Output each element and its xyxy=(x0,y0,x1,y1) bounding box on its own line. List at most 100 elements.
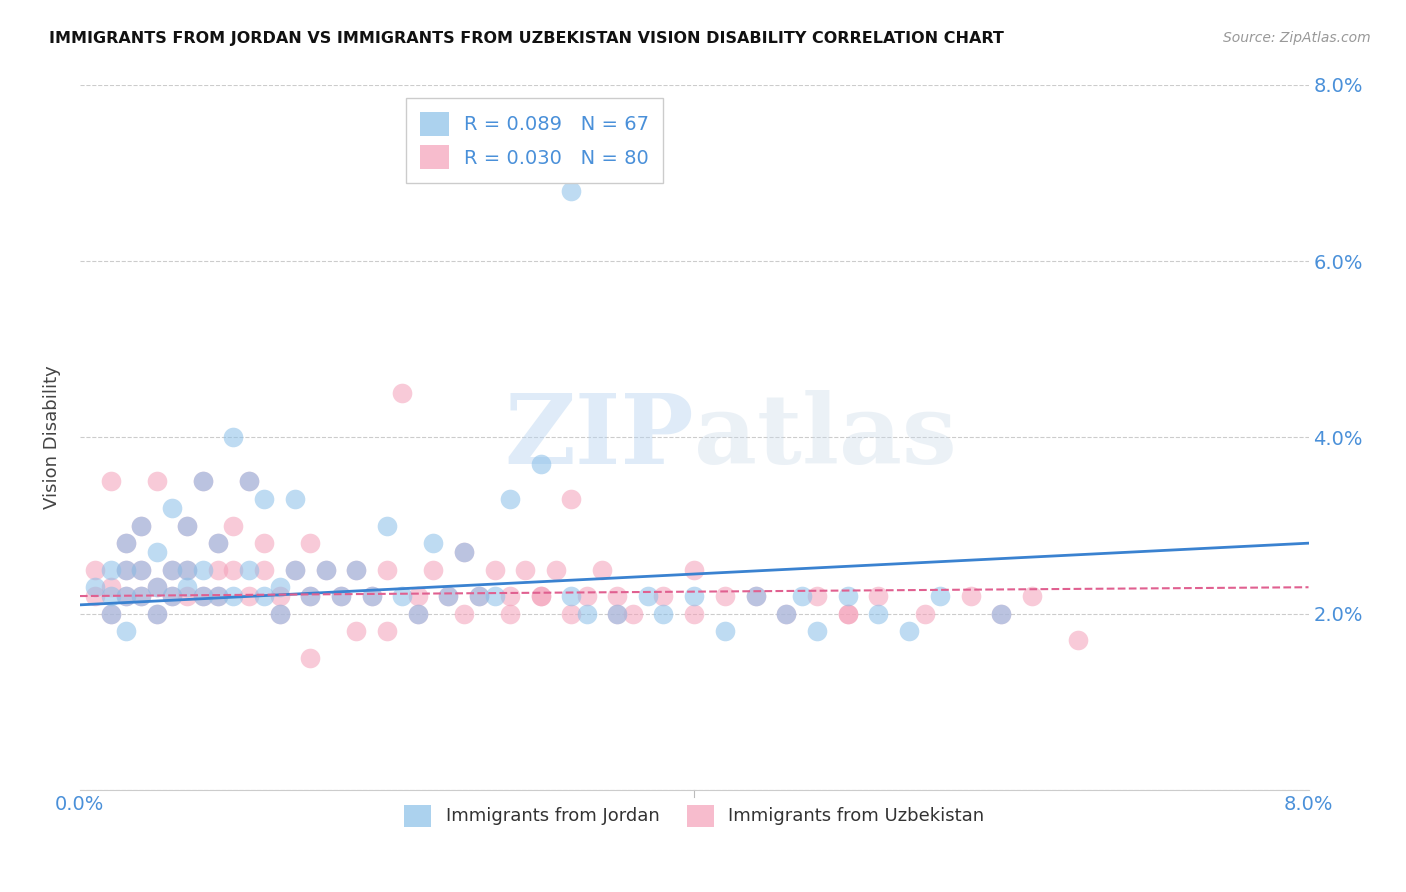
Y-axis label: Vision Disability: Vision Disability xyxy=(44,366,60,509)
Point xyxy=(160,563,183,577)
Point xyxy=(176,518,198,533)
Point xyxy=(375,563,398,577)
Point xyxy=(207,589,229,603)
Point xyxy=(100,563,122,577)
Point xyxy=(499,589,522,603)
Point xyxy=(191,589,214,603)
Point xyxy=(100,475,122,489)
Point xyxy=(990,607,1012,621)
Point xyxy=(560,589,582,603)
Point xyxy=(530,589,553,603)
Point xyxy=(145,580,167,594)
Point xyxy=(530,457,553,471)
Point xyxy=(806,589,828,603)
Point xyxy=(222,589,245,603)
Point xyxy=(391,386,413,401)
Point xyxy=(575,589,598,603)
Point xyxy=(238,475,260,489)
Point xyxy=(837,607,859,621)
Point xyxy=(129,518,152,533)
Point xyxy=(299,536,322,550)
Point xyxy=(145,607,167,621)
Point xyxy=(806,624,828,639)
Point xyxy=(560,492,582,507)
Point xyxy=(176,563,198,577)
Point xyxy=(253,589,276,603)
Point xyxy=(775,607,797,621)
Point xyxy=(269,580,291,594)
Point xyxy=(530,589,553,603)
Point xyxy=(115,536,138,550)
Point xyxy=(253,492,276,507)
Point xyxy=(484,589,506,603)
Legend: Immigrants from Jordan, Immigrants from Uzbekistan: Immigrants from Jordan, Immigrants from … xyxy=(396,797,991,834)
Point xyxy=(898,624,921,639)
Point xyxy=(115,536,138,550)
Point xyxy=(129,563,152,577)
Point xyxy=(160,589,183,603)
Point xyxy=(222,563,245,577)
Point xyxy=(744,589,766,603)
Point xyxy=(406,607,429,621)
Point xyxy=(222,430,245,444)
Point xyxy=(544,563,567,577)
Text: ZIP: ZIP xyxy=(505,391,695,484)
Point xyxy=(453,607,475,621)
Point xyxy=(115,563,138,577)
Point xyxy=(191,475,214,489)
Text: IMMIGRANTS FROM JORDAN VS IMMIGRANTS FROM UZBEKISTAN VISION DISABILITY CORRELATI: IMMIGRANTS FROM JORDAN VS IMMIGRANTS FRO… xyxy=(49,31,1004,46)
Point xyxy=(299,589,322,603)
Point xyxy=(637,589,659,603)
Point xyxy=(837,589,859,603)
Text: Source: ZipAtlas.com: Source: ZipAtlas.com xyxy=(1223,31,1371,45)
Point xyxy=(269,607,291,621)
Point xyxy=(406,607,429,621)
Point xyxy=(652,589,675,603)
Point xyxy=(284,563,307,577)
Point xyxy=(207,536,229,550)
Point xyxy=(284,563,307,577)
Point xyxy=(683,563,706,577)
Point xyxy=(238,563,260,577)
Point xyxy=(515,563,537,577)
Point xyxy=(437,589,460,603)
Point xyxy=(606,589,628,603)
Point xyxy=(129,589,152,603)
Point xyxy=(344,563,367,577)
Point xyxy=(269,589,291,603)
Point xyxy=(453,545,475,559)
Point xyxy=(100,589,122,603)
Point xyxy=(868,607,890,621)
Point xyxy=(790,589,813,603)
Point xyxy=(176,589,198,603)
Point xyxy=(330,589,353,603)
Point xyxy=(591,563,613,577)
Point xyxy=(176,563,198,577)
Point xyxy=(207,563,229,577)
Point xyxy=(115,624,138,639)
Text: atlas: atlas xyxy=(695,391,957,484)
Point xyxy=(100,607,122,621)
Point xyxy=(84,580,107,594)
Point xyxy=(191,589,214,603)
Point xyxy=(560,607,582,621)
Point xyxy=(360,589,382,603)
Point xyxy=(837,607,859,621)
Point xyxy=(84,563,107,577)
Point xyxy=(714,589,737,603)
Point xyxy=(714,624,737,639)
Point xyxy=(115,563,138,577)
Point xyxy=(468,589,491,603)
Point xyxy=(160,589,183,603)
Point xyxy=(145,607,167,621)
Point xyxy=(344,624,367,639)
Point xyxy=(160,500,183,515)
Point xyxy=(744,589,766,603)
Point xyxy=(575,607,598,621)
Point xyxy=(914,607,936,621)
Point xyxy=(222,518,245,533)
Point xyxy=(375,518,398,533)
Point xyxy=(775,607,797,621)
Point xyxy=(115,589,138,603)
Point xyxy=(145,545,167,559)
